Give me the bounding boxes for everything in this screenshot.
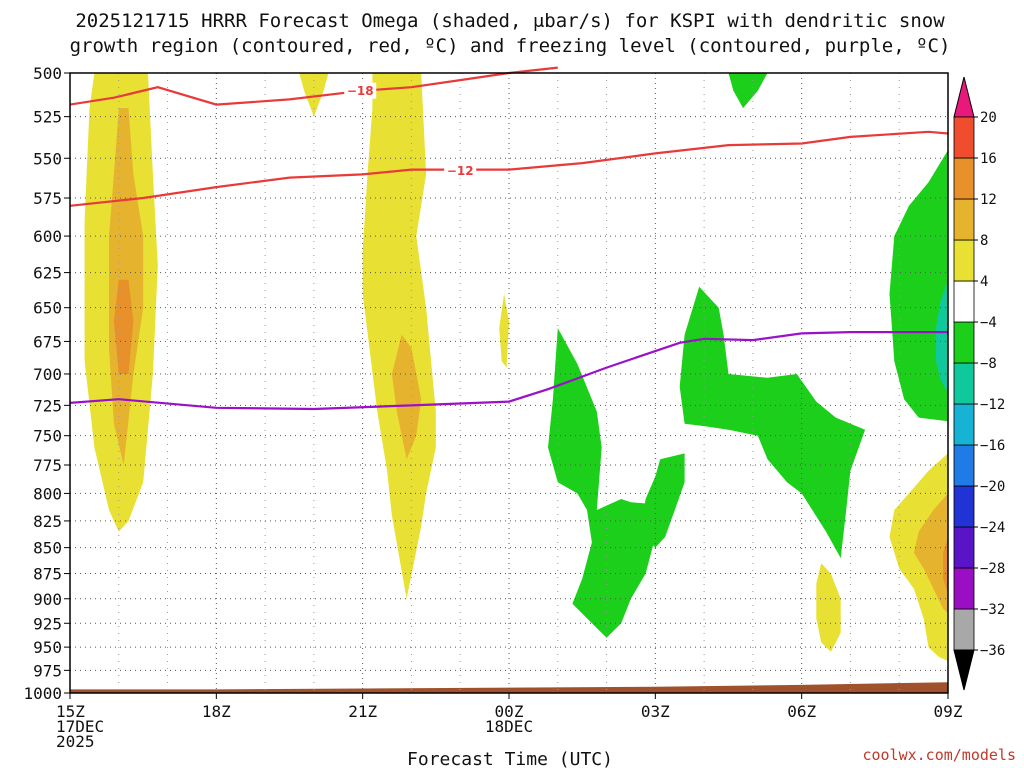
colorbar-band xyxy=(953,403,975,446)
x-tick-label: 21Z xyxy=(348,702,377,721)
y-tick-label: 625 xyxy=(33,264,62,283)
contour-layer: −18 −12 xyxy=(69,66,949,411)
colorbar-label: 4 xyxy=(980,274,988,290)
omega-region-9 xyxy=(640,453,685,548)
omega-region-16 xyxy=(816,563,841,652)
grid-lines xyxy=(70,73,948,693)
colorbar-band xyxy=(953,485,975,528)
y-tick-label: 725 xyxy=(33,396,62,415)
chart-title-line-2: growth region (contoured, red, ºC) and f… xyxy=(70,35,951,57)
y-tick-label: 575 xyxy=(33,189,62,208)
x-tick-label: 17DEC xyxy=(56,717,104,736)
y-tick-label: 675 xyxy=(33,332,62,351)
y-tick-label: 825 xyxy=(33,512,62,531)
colorbar: −36 −32 −28 −24 −20 −16 −12 −8 −4 4 8 12 16 20 xyxy=(953,76,1005,691)
omega-region-10 xyxy=(679,286,866,559)
colorbar-label: −28 xyxy=(980,561,1005,577)
y-tick-label: 550 xyxy=(33,149,62,168)
colorbar-band xyxy=(953,567,975,610)
contour-label-bg xyxy=(344,82,377,99)
colorbar-label: 8 xyxy=(980,233,988,249)
colorbar-label: −20 xyxy=(980,479,1005,495)
ground-layer xyxy=(70,682,948,693)
colorbar-label: 16 xyxy=(980,151,997,167)
x-axis-label: Forecast Time (UTC) xyxy=(407,749,613,768)
omega-region-12 xyxy=(935,279,948,393)
y-tick-label: 925 xyxy=(33,614,62,633)
contour-label-bg xyxy=(444,162,477,179)
colorbar-under-triangle xyxy=(953,649,975,691)
chart-title-line-1: 2025121715 HRRR Forecast Omega (shaded, … xyxy=(75,10,945,32)
x-tick-label: 09Z xyxy=(934,702,963,721)
omega-region-7 xyxy=(728,73,768,109)
y-tick-label: 600 xyxy=(33,227,62,246)
y-tick-label: 650 xyxy=(33,299,62,318)
contour-label: −18 xyxy=(347,84,374,98)
credit-text[interactable]: coolwx.com/models xyxy=(862,746,1016,764)
colorbar-over-triangle xyxy=(953,76,975,118)
colorbar-label: −32 xyxy=(980,602,1005,618)
omega-shading-layer xyxy=(84,73,948,662)
x-tick-label: 18Z xyxy=(202,702,231,721)
contour-line-2 xyxy=(69,331,948,411)
colorbar-label: −36 xyxy=(980,643,1005,659)
y-tick-label: 525 xyxy=(33,108,62,127)
y-axis: 500 525 550 575 600 625 650 675 700 725 750 775 800 8… xyxy=(23,64,70,703)
x-tick-label: 2025 xyxy=(56,732,95,751)
y-tick-label: 500 xyxy=(33,64,62,83)
y-tick-label: 1000 xyxy=(23,684,62,703)
omega-region-15 xyxy=(943,537,948,594)
omega-region-4 xyxy=(362,73,436,599)
colorbar-band xyxy=(953,239,975,282)
y-tick-label: 775 xyxy=(33,456,62,475)
colorbar-band xyxy=(953,526,975,569)
y-tick-label: 800 xyxy=(33,484,62,503)
colorbar-band xyxy=(953,362,975,405)
y-tick-label: 975 xyxy=(33,661,62,680)
x-tick-label: 15Z xyxy=(56,702,85,721)
contour-line-0 xyxy=(69,66,558,106)
colorbar-label: −4 xyxy=(980,315,997,331)
y-tick-label: 900 xyxy=(33,590,62,609)
ground-surface xyxy=(70,682,948,693)
colorbar-band xyxy=(953,444,975,487)
colorbar-label: 20 xyxy=(980,110,997,126)
omega-region-6 xyxy=(499,293,509,368)
y-tick-label: 850 xyxy=(33,539,62,558)
y-tick-label: 875 xyxy=(33,565,62,584)
x-tick-label: 00Z xyxy=(495,702,524,721)
y-tick-label: 950 xyxy=(33,638,62,657)
colorbar-label: −16 xyxy=(980,438,1005,454)
colorbar-band xyxy=(953,198,975,241)
colorbar-band xyxy=(953,608,975,651)
contour-label: −12 xyxy=(447,164,474,178)
y-tick-label: 700 xyxy=(33,365,62,384)
colorbar-label: 12 xyxy=(980,192,997,208)
colorbar-band xyxy=(953,280,975,323)
omega-region-2 xyxy=(113,279,134,374)
x-tick-label: 03Z xyxy=(641,702,670,721)
omega-region-5 xyxy=(391,334,422,460)
x-tick-label: 18DEC xyxy=(485,717,533,736)
x-tick-label: 06Z xyxy=(787,702,816,721)
y-tick-label: 750 xyxy=(33,427,62,446)
colorbar-label: −24 xyxy=(980,520,1005,536)
colorbar-label: −8 xyxy=(980,356,997,372)
omega-region-14 xyxy=(913,493,948,614)
omega-region-11 xyxy=(889,150,948,422)
colorbar-band xyxy=(953,321,975,364)
colorbar-label: −12 xyxy=(980,397,1005,413)
colorbar-band xyxy=(953,157,975,200)
colorbar-band xyxy=(953,116,975,159)
omega-region-8 xyxy=(548,328,661,638)
contour-line-1 xyxy=(69,130,949,207)
